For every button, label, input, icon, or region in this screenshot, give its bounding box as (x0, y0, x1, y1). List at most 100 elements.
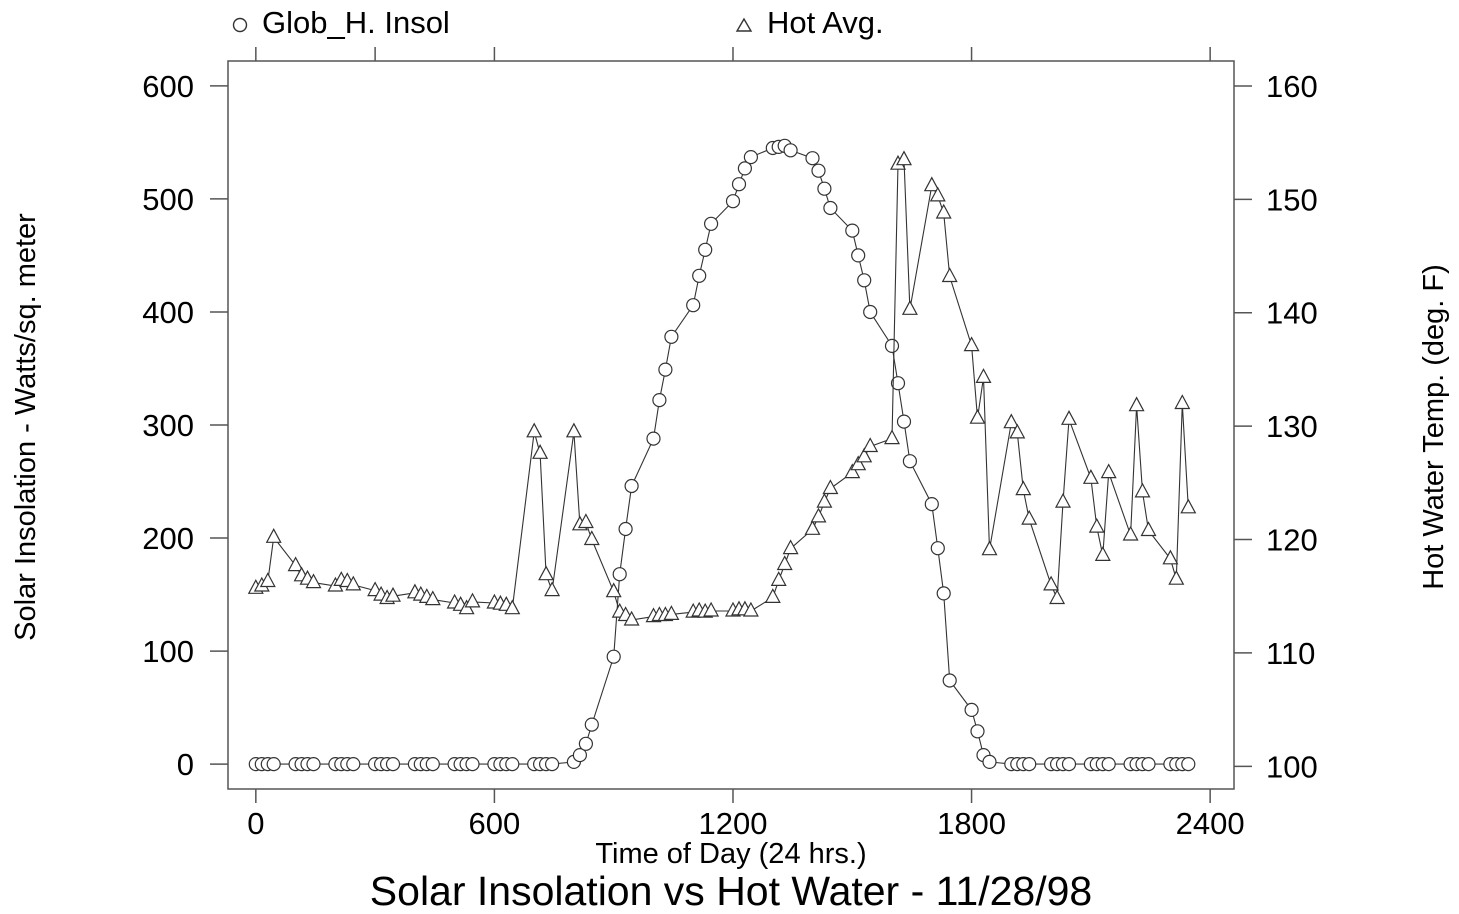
x-tick-label: 1200 (699, 806, 768, 841)
data-point-circle (698, 242, 713, 257)
data-point-triangle (623, 610, 640, 626)
y-tick-label: 400 (142, 295, 194, 330)
data-point-circle (624, 478, 639, 494)
data-point-circle (584, 717, 599, 732)
y-tick-label: 200 (142, 521, 194, 556)
x-axis: 0 600 1200 1800 2400 (247, 789, 1245, 841)
data-point-triangle (1180, 498, 1197, 514)
data-point-triangle (1162, 549, 1179, 565)
data-point-circle (725, 194, 741, 209)
data-point-triangle (923, 176, 940, 192)
data-point-triangle (703, 601, 720, 617)
data-point-triangle (265, 528, 282, 543)
data-point-circle (346, 756, 361, 772)
data-point-circle (1101, 756, 1116, 772)
data-point-triangle (544, 581, 561, 597)
data-point-circle (884, 338, 900, 353)
data-point-triangle (1009, 423, 1026, 439)
series-line (255, 145, 1189, 765)
data-point-circle (783, 143, 798, 158)
data-point-circle (425, 756, 440, 772)
data-point-circle (465, 756, 480, 772)
data-point-triangle (975, 368, 992, 383)
data-point-triangle (1122, 525, 1139, 541)
x-tick-label: 2400 (1176, 806, 1245, 841)
series-hot-avg (247, 150, 1197, 626)
y2-tick-label: 130 (1266, 409, 1318, 444)
series-line (255, 158, 1189, 621)
y-axis-left: 0 100 200 300 400 500 600 (142, 69, 228, 782)
data-point-triangle (464, 592, 481, 608)
data-point-circle (266, 756, 281, 772)
data-point-circle (942, 673, 957, 688)
data-point-triangle (504, 599, 521, 615)
data-point-triangle (577, 513, 594, 529)
data-point-circle (385, 756, 401, 772)
data-point-circle (817, 181, 832, 196)
data-point-circle (964, 702, 979, 718)
data-point-circle (612, 567, 627, 582)
data-point-circle (1061, 756, 1077, 772)
data-point-triangle (776, 555, 793, 571)
data-point-triangle (565, 422, 582, 438)
data-point-circle (737, 161, 753, 176)
data-point-circle (1141, 756, 1156, 772)
data-point-triangle (1049, 589, 1066, 605)
data-point-triangle (532, 444, 549, 459)
data-point-triangle (929, 186, 946, 202)
data-point-circle (811, 163, 826, 178)
y2-tick-label: 150 (1266, 182, 1318, 217)
data-point-circle (936, 586, 951, 601)
x-top-axis (255, 47, 1211, 61)
data-point-triangle (883, 429, 901, 445)
data-point-triangle (895, 150, 913, 166)
y-tick-label: 0 (177, 747, 194, 782)
data-point-circle (970, 724, 985, 739)
data-point-triangle (1082, 469, 1099, 484)
data-point-triangle (538, 565, 555, 581)
data-point-circle (863, 304, 878, 320)
data-point-circle (896, 414, 912, 429)
y2-tick-label: 110 (1266, 636, 1315, 671)
data-point-triangle (287, 556, 304, 572)
x-axis-label: Time of Day (24 hrs.) (595, 838, 866, 870)
data-point-circle (924, 497, 939, 512)
data-point-triangle (816, 492, 833, 508)
data-point-triangle (259, 572, 276, 588)
legend-marker-triangle-icon (735, 17, 753, 32)
data-point-triangle (1094, 546, 1111, 562)
series-insolation (248, 138, 1196, 772)
data-point-circle (658, 362, 673, 377)
data-point-circle (686, 298, 701, 313)
data-point-triangle (782, 539, 799, 555)
chart-title: Solar Insolation vs Hot Water - 11/28/98 (370, 868, 1092, 914)
data-point-triangle (1134, 482, 1151, 498)
data-point-triangle (1003, 413, 1020, 429)
x-tick-label: 0 (247, 806, 264, 841)
x-tick-label: 1800 (937, 806, 1006, 841)
data-point-triangle (770, 571, 787, 587)
data-point-circle (652, 393, 667, 408)
data-point-triangle (1021, 509, 1038, 525)
data-point-triangle (1060, 410, 1078, 425)
data-point-circle (851, 248, 866, 263)
data-point-triangle (1100, 463, 1117, 479)
y2-axis-label: Hot Water Temp. (deg. F) (1418, 264, 1450, 590)
y2-tick-label: 120 (1266, 523, 1318, 558)
data-point-triangle (1088, 517, 1105, 533)
data-point-circle (664, 329, 679, 344)
data-point-triangle (305, 573, 322, 589)
data-point-triangle (856, 447, 873, 463)
data-point-circle (982, 754, 997, 770)
data-point-triangle (1140, 521, 1157, 537)
data-point-triangle (1128, 396, 1145, 412)
y-tick-label: 500 (142, 182, 194, 217)
data-point-circle (1022, 756, 1037, 772)
data-point-triangle (345, 575, 362, 591)
data-point-circle (618, 521, 633, 537)
data-point-circle (845, 223, 860, 238)
plot-frame (227, 60, 1235, 790)
data-point-triangle (384, 586, 402, 602)
data-point-triangle (1015, 480, 1032, 496)
